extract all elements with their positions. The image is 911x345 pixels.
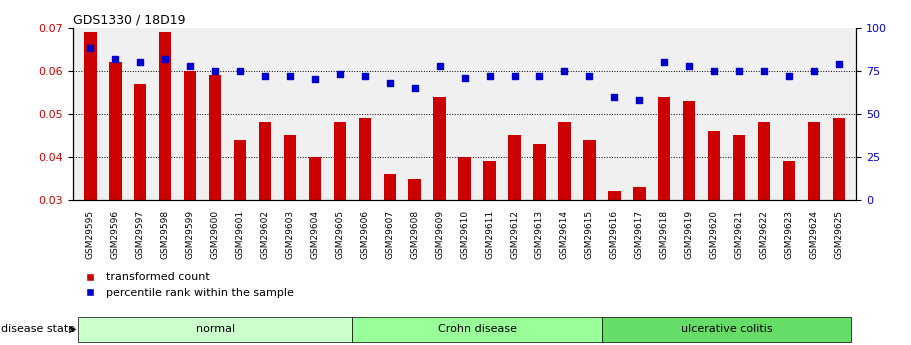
Point	[657, 59, 671, 65]
Point	[457, 75, 472, 80]
Point	[383, 80, 397, 86]
Point	[433, 63, 447, 68]
Bar	[309, 157, 322, 329]
Bar	[508, 135, 521, 329]
Point	[308, 77, 322, 82]
Bar	[683, 101, 695, 329]
Point	[607, 94, 621, 99]
Point	[258, 73, 272, 79]
Point	[757, 68, 772, 73]
Bar	[633, 187, 646, 329]
Bar	[333, 122, 346, 329]
Point	[707, 68, 722, 73]
Point	[208, 68, 222, 73]
Point	[158, 56, 172, 61]
Bar	[533, 144, 546, 329]
Bar	[408, 178, 421, 329]
Point	[282, 73, 297, 79]
Point	[732, 68, 746, 73]
Point	[357, 73, 372, 79]
Point	[681, 63, 696, 68]
Bar	[732, 135, 745, 329]
Bar	[84, 32, 97, 329]
Bar	[234, 140, 246, 329]
Point	[108, 56, 123, 61]
Point	[806, 68, 821, 73]
Bar	[384, 174, 396, 329]
Point	[832, 61, 846, 67]
Bar	[758, 122, 771, 329]
Point	[83, 46, 97, 51]
Bar	[484, 161, 496, 329]
Bar	[283, 135, 296, 329]
Point	[532, 73, 547, 79]
Bar	[359, 118, 371, 329]
Text: normal: normal	[196, 325, 235, 334]
Point	[632, 97, 647, 103]
Point	[482, 73, 496, 79]
Text: ulcerative colitis: ulcerative colitis	[681, 325, 773, 334]
Point	[782, 73, 796, 79]
Text: disease state: disease state	[1, 325, 75, 334]
Bar	[608, 191, 620, 329]
Point	[582, 73, 597, 79]
Point	[183, 63, 198, 68]
Bar	[833, 118, 845, 329]
Bar	[259, 122, 271, 329]
Bar	[583, 140, 596, 329]
Bar	[184, 71, 197, 329]
Bar	[708, 131, 721, 329]
Text: Crohn disease: Crohn disease	[437, 325, 517, 334]
Point	[233, 68, 248, 73]
Text: GDS1330 / 18D19: GDS1330 / 18D19	[73, 13, 185, 27]
Bar	[783, 161, 795, 329]
Bar	[558, 122, 570, 329]
Point	[558, 68, 572, 73]
Point	[133, 59, 148, 65]
Bar	[134, 84, 147, 329]
Point	[507, 73, 522, 79]
Bar	[209, 75, 221, 329]
Bar	[434, 97, 445, 329]
Point	[333, 71, 347, 77]
Bar	[109, 62, 121, 329]
Bar	[159, 32, 171, 329]
Bar	[808, 122, 820, 329]
Legend: transformed count, percentile rank within the sample: transformed count, percentile rank withi…	[78, 273, 294, 298]
Bar	[658, 97, 670, 329]
Point	[407, 85, 422, 91]
Bar	[458, 157, 471, 329]
